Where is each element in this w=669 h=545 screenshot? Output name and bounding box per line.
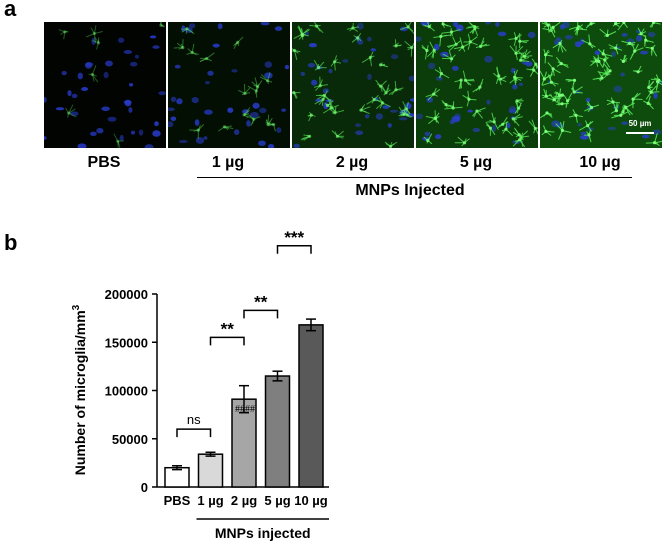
condition-label-5ug: 5 µg: [459, 154, 493, 171]
scale-bar: [626, 132, 654, 134]
micrograph-1ug: [168, 22, 290, 148]
y-tick-label: 0: [141, 480, 148, 495]
micrograph-5ug: [416, 22, 538, 148]
panel-a-letter: a: [4, 0, 17, 21]
bar-significance-marker: ####: [235, 404, 255, 415]
group-bracket-line: [197, 177, 632, 178]
sig-bracket-2: [243, 309, 279, 319]
micrograph-2ug: [292, 22, 414, 148]
x-tick-label-4: 10 µg: [294, 493, 328, 508]
y-tick-label: 150000: [105, 335, 148, 350]
bar-0: [164, 466, 190, 488]
condition-label-10ug: 10 µg: [579, 154, 621, 171]
condition-label-pbs: PBS: [87, 154, 121, 171]
y-tick-label: 100000: [105, 384, 148, 399]
sig-label-0: ns: [187, 412, 201, 427]
sig-bracket-1: [209, 336, 245, 346]
condition-label-2ug: 2 µg: [335, 154, 369, 171]
group-label: MNPs Injected: [355, 182, 465, 199]
y-tick-label: 50000: [112, 432, 148, 447]
x-tick-label-1: 1 µg: [197, 493, 223, 508]
x-group-label: MNPs injected: [215, 525, 311, 541]
y-axis-label: Number of microglia/mm3: [71, 304, 88, 475]
x-tick-label-0: PBS: [164, 493, 191, 508]
bar-1: [197, 453, 224, 488]
sig-label-2: **: [254, 292, 268, 311]
sig-bracket-3: [276, 245, 312, 254]
x-tick-label-3: 5 µg: [264, 493, 290, 508]
scale-bar-label: 50 µm: [628, 119, 652, 128]
condition-label-1ug: 1 µg: [211, 154, 245, 171]
sig-bracket-0: [176, 428, 212, 438]
micrograph-pbs: [44, 22, 166, 148]
sig-label-1: **: [221, 319, 235, 338]
bar-3: [264, 375, 291, 488]
sig-label-3: ***: [284, 228, 304, 247]
bar-2: [231, 398, 257, 488]
x-tick-label-2: 2 µg: [231, 493, 257, 508]
bar-4: [298, 324, 324, 488]
y-tick-label: 200000: [105, 287, 148, 302]
panel-b-letter: b: [4, 230, 18, 255]
micrograph-10ug: 50 µm: [540, 22, 662, 148]
